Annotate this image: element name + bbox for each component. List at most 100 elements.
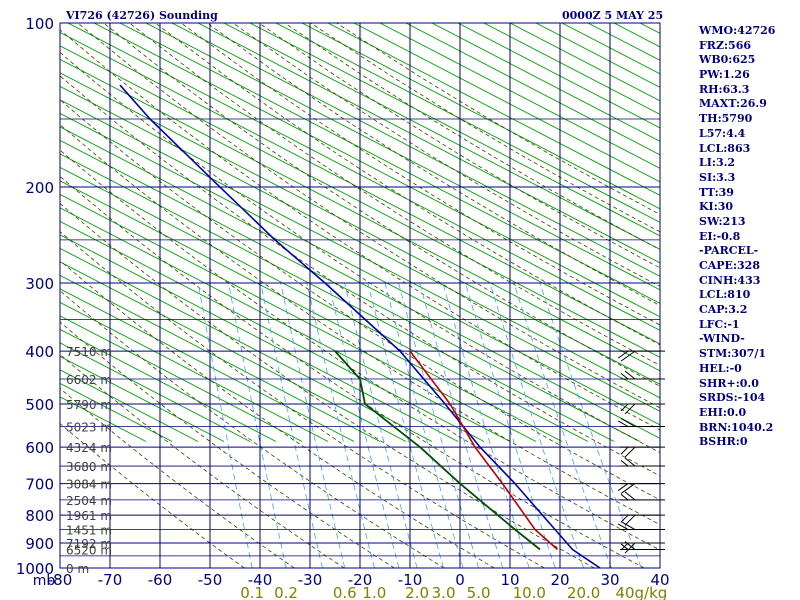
vertical-grid-lines	[60, 23, 660, 568]
stability-index-item: KI:30	[699, 200, 734, 214]
temperature-tick-label: -70	[98, 571, 123, 589]
isotherm-line	[60, 261, 407, 442]
temperature-tick-label: -20	[348, 571, 373, 589]
stability-index-item: CINH:433	[699, 273, 761, 287]
height-label: 6520 m	[66, 544, 112, 558]
height-label: 3680 m	[66, 460, 112, 474]
isotherm-line	[457, 23, 660, 129]
isotherm-line	[509, 23, 660, 102]
pressure-tick-label: 1000	[16, 560, 54, 578]
pressure-tick-label: 300	[25, 275, 54, 293]
pressure-tick-label: 800	[25, 507, 54, 525]
stability-index-item: TT:39	[699, 185, 734, 199]
stability-index-item: EHI:0.0	[699, 405, 747, 419]
height-label: 1451 m	[66, 524, 112, 538]
station-title: VI726 (42726) Sounding	[66, 9, 218, 22]
isotherm-line	[60, 207, 511, 442]
stability-index-item: WB0:625	[699, 53, 756, 67]
temperature-tick-label: 40	[650, 571, 669, 589]
plot-frame	[59, 22, 661, 569]
mixing-ratio-label: 5.0	[467, 584, 491, 600]
isotherm-line	[60, 193, 537, 442]
temperature-profile	[119, 84, 601, 568]
isotherm-line	[60, 72, 660, 385]
mixing-ratio-label: 20.0	[567, 584, 600, 600]
temperature-tick-label: 20	[550, 571, 569, 589]
isotherm-line	[60, 355, 225, 442]
mixing-ratio-line	[384, 282, 464, 568]
height-label: 7510 m	[66, 345, 112, 359]
mixing-ratio-line	[489, 282, 584, 568]
wind-barb	[624, 446, 636, 458]
stability-index-item: SW:213	[699, 214, 746, 228]
height-label: 5023 m	[66, 420, 112, 434]
stability-index-item: MAXT:26.9	[699, 97, 767, 111]
isotherm-line	[60, 153, 615, 442]
isotherm-line	[93, 23, 660, 318]
mixing-ratio-line	[513, 282, 612, 568]
mixing-ratio-label: 1.0	[362, 584, 386, 600]
temperature-tick-label: -50	[198, 571, 223, 589]
stability-index-item: WMO:42726	[699, 24, 776, 37]
mixing-ratio-line	[442, 282, 530, 568]
pressure-tick-label: 900	[25, 535, 54, 553]
mixing-ratio-label: 3.0	[432, 584, 456, 600]
isotherm-line	[60, 139, 641, 442]
stability-index-item: CAPE:328	[699, 259, 760, 272]
temperature-tick-label: 10	[500, 571, 519, 589]
isotherm-line	[431, 23, 660, 142]
isotherm-line	[60, 328, 277, 442]
wind-barb-flag	[620, 543, 629, 550]
stability-index-item: LI:3.2	[699, 156, 736, 170]
height-label: 4324 m	[66, 441, 112, 455]
stability-index-item: CAP:3.2	[699, 303, 748, 317]
parcel-profile	[409, 350, 559, 551]
stability-index-item: L57:4.4	[699, 126, 746, 140]
dewpoint-profile	[334, 350, 541, 551]
temperature-tick-label: -10	[398, 571, 423, 589]
isotherm-line	[171, 23, 660, 277]
isotherm-line	[405, 23, 660, 156]
wind-barb-flag	[620, 403, 629, 412]
isotherm-line	[60, 301, 329, 442]
isotherm-line	[379, 23, 660, 169]
isotherm-line	[60, 58, 660, 372]
temperature-tick-label: -80	[48, 571, 73, 589]
isotherm-line	[145, 23, 660, 291]
mixing-ratio-label: 0.6	[333, 584, 357, 600]
temperature-tick-label: 0	[455, 571, 465, 589]
wind-barb-flag	[617, 523, 629, 530]
isotherm-line	[223, 23, 660, 250]
temperature-tick-label: -40	[248, 571, 273, 589]
stability-index-item: TH:5790	[699, 112, 753, 126]
stability-index-item: LFC:-1	[699, 317, 740, 331]
isotherm-line	[249, 23, 660, 237]
mixing-ratio-line	[398, 282, 479, 568]
stability-index-item: SRDS:-104	[699, 391, 766, 405]
isotherm-line	[60, 288, 355, 442]
height-label: 3084 m	[66, 478, 112, 492]
isotherm-line	[60, 180, 563, 442]
stability-index-item: -WIND-	[699, 332, 745, 346]
wind-barb	[624, 457, 636, 467]
isotherm-line	[60, 112, 660, 426]
wind-barb	[624, 403, 636, 415]
stability-index-item: BRN:1040.2	[699, 420, 774, 434]
stability-index-item: EI:-0.8	[699, 229, 741, 243]
stability-index-item: FRZ:566	[699, 38, 752, 52]
wind-barb	[624, 491, 636, 501]
pressure-tick-label: 600	[25, 439, 54, 457]
wind-barb-flag	[617, 420, 629, 427]
mixing-ratio-labels: 0.1 0.2 0.6 1.0 2.0 3.0 5.0 10.0 20.0 40g/kg	[240, 584, 667, 600]
height-label: 7192 m	[66, 537, 112, 551]
stability-index-item: BSHR:0	[699, 435, 748, 449]
wind-barb	[624, 370, 636, 380]
isotherm-line	[301, 23, 660, 210]
pressure-tick-label: 200	[25, 179, 54, 197]
isotherm-line	[60, 234, 459, 442]
sounding-profiles	[119, 84, 601, 568]
wind-barb-flag	[620, 446, 629, 455]
isotherm-line	[67, 23, 660, 331]
wind-barb	[624, 542, 636, 554]
